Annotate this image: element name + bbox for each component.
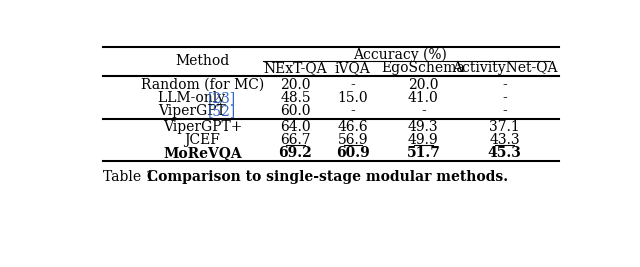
Text: NExT-QA: NExT-QA [264, 61, 327, 75]
Text: 20.0: 20.0 [280, 78, 310, 92]
Text: -: - [351, 104, 355, 118]
Text: 51.7: 51.7 [406, 146, 440, 160]
Text: MoReVQA: MoReVQA [163, 146, 242, 160]
Text: 69.2: 69.2 [278, 146, 312, 160]
Text: Random (for MC): Random (for MC) [141, 78, 264, 92]
Text: -: - [421, 104, 426, 118]
Text: -: - [502, 91, 507, 105]
Text: 66.7: 66.7 [280, 133, 311, 147]
Text: Accuracy (%): Accuracy (%) [353, 47, 447, 62]
Text: -: - [351, 78, 355, 92]
Text: 64.0: 64.0 [280, 120, 311, 134]
Text: 45.3: 45.3 [488, 146, 522, 160]
Text: EgoSchema: EgoSchema [381, 61, 465, 75]
Text: JCEF: JCEF [184, 133, 220, 147]
Text: Method: Method [175, 54, 230, 68]
Text: 46.6: 46.6 [337, 120, 368, 134]
Text: [52]: [52] [208, 104, 236, 118]
Text: iVQA: iVQA [335, 61, 371, 75]
Text: 60.9: 60.9 [336, 146, 370, 160]
Text: 15.0: 15.0 [337, 91, 368, 105]
Text: Comparison to single-stage modular methods.: Comparison to single-stage modular metho… [147, 170, 508, 184]
Text: -: - [502, 104, 507, 118]
Text: ViperGPT+: ViperGPT+ [163, 120, 242, 134]
Text: 49.3: 49.3 [408, 120, 438, 134]
Text: 43.3: 43.3 [490, 133, 520, 147]
Text: 37.1: 37.1 [490, 120, 520, 134]
Text: 60.0: 60.0 [280, 104, 310, 118]
Text: 20.0: 20.0 [408, 78, 438, 92]
Text: 49.9: 49.9 [408, 133, 438, 147]
Text: Table 1.: Table 1. [103, 170, 159, 184]
Text: LLM-only: LLM-only [158, 91, 230, 105]
Text: -: - [502, 78, 507, 92]
Text: ActivityNet-QA: ActivityNet-QA [452, 61, 557, 75]
Text: ViperGPT: ViperGPT [157, 104, 230, 118]
Text: 48.5: 48.5 [280, 91, 311, 105]
Text: 56.9: 56.9 [337, 133, 368, 147]
Text: 41.0: 41.0 [408, 91, 438, 105]
Text: [23]: [23] [208, 91, 236, 105]
